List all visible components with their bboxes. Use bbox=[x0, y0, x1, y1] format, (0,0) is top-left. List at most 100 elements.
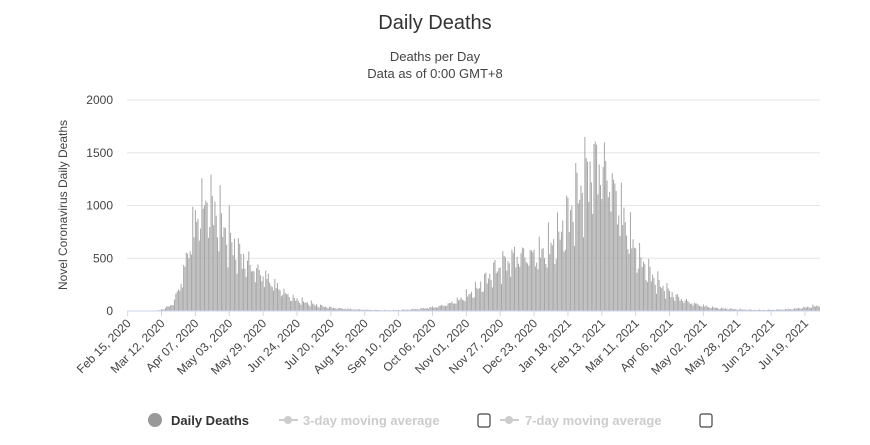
bar[interactable] bbox=[352, 309, 354, 311]
bar[interactable] bbox=[456, 297, 458, 312]
bar[interactable] bbox=[649, 266, 651, 311]
bar[interactable] bbox=[359, 309, 361, 311]
bar[interactable] bbox=[547, 222, 549, 311]
bar[interactable] bbox=[201, 178, 203, 311]
bar[interactable] bbox=[783, 309, 785, 311]
bar[interactable] bbox=[728, 309, 730, 311]
bar[interactable] bbox=[299, 302, 301, 311]
bar[interactable] bbox=[670, 297, 672, 311]
bar[interactable] bbox=[476, 287, 478, 311]
bar[interactable] bbox=[332, 308, 334, 311]
bar[interactable] bbox=[334, 308, 336, 311]
bar[interactable] bbox=[818, 306, 820, 311]
bar[interactable] bbox=[511, 249, 513, 311]
bar[interactable] bbox=[714, 307, 716, 311]
bar[interactable] bbox=[624, 222, 626, 311]
bar[interactable] bbox=[648, 258, 650, 311]
bar[interactable] bbox=[572, 221, 574, 311]
bar[interactable] bbox=[757, 309, 759, 311]
bar[interactable] bbox=[443, 305, 445, 311]
bar[interactable] bbox=[292, 294, 294, 311]
bar[interactable] bbox=[494, 259, 496, 311]
bar[interactable] bbox=[227, 267, 229, 311]
bar[interactable] bbox=[200, 228, 202, 312]
bar[interactable] bbox=[613, 179, 615, 311]
bar[interactable] bbox=[502, 251, 504, 311]
bar[interactable] bbox=[319, 304, 321, 311]
bar[interactable] bbox=[807, 306, 809, 311]
bar[interactable] bbox=[189, 251, 191, 311]
bar[interactable] bbox=[689, 303, 691, 311]
bar[interactable] bbox=[316, 304, 318, 311]
bar[interactable] bbox=[685, 298, 687, 311]
bar[interactable] bbox=[534, 266, 536, 311]
bar[interactable] bbox=[383, 309, 385, 311]
bar[interactable] bbox=[520, 253, 522, 311]
bar[interactable] bbox=[220, 213, 222, 311]
bar[interactable] bbox=[549, 254, 551, 311]
bar[interactable] bbox=[168, 306, 170, 311]
bar[interactable] bbox=[514, 246, 516, 311]
bar[interactable] bbox=[258, 269, 260, 311]
bar[interactable] bbox=[762, 309, 764, 311]
bar[interactable] bbox=[420, 308, 422, 311]
bar[interactable] bbox=[788, 309, 790, 311]
bar[interactable] bbox=[712, 306, 714, 311]
legend-item-3-day-moving-average[interactable]: 3-day moving average bbox=[279, 413, 491, 428]
bar[interactable] bbox=[310, 300, 312, 311]
bar[interactable] bbox=[460, 297, 462, 311]
bar[interactable] bbox=[545, 263, 547, 311]
bar[interactable] bbox=[187, 253, 189, 311]
bar[interactable] bbox=[262, 276, 264, 312]
bar[interactable] bbox=[566, 195, 568, 311]
bar[interactable] bbox=[557, 212, 559, 311]
bar[interactable] bbox=[627, 249, 629, 311]
legend-7-day-checkbox[interactable] bbox=[699, 413, 713, 428]
bar[interactable] bbox=[437, 307, 439, 311]
bar[interactable] bbox=[792, 309, 794, 311]
bar[interactable] bbox=[705, 305, 707, 311]
bar[interactable] bbox=[378, 309, 380, 311]
bar[interactable] bbox=[805, 307, 807, 311]
bar[interactable] bbox=[278, 289, 280, 311]
bar[interactable] bbox=[527, 263, 529, 311]
bar[interactable] bbox=[519, 266, 521, 311]
bar[interactable] bbox=[537, 269, 539, 311]
bar[interactable] bbox=[392, 309, 394, 311]
bar[interactable] bbox=[607, 197, 609, 311]
bar[interactable] bbox=[629, 212, 631, 311]
bar[interactable] bbox=[404, 309, 406, 311]
bar[interactable] bbox=[340, 308, 342, 311]
bar[interactable] bbox=[730, 308, 732, 311]
bar[interactable] bbox=[609, 191, 611, 311]
bar[interactable] bbox=[721, 307, 723, 311]
bar[interactable] bbox=[530, 250, 532, 311]
bar[interactable] bbox=[521, 247, 523, 311]
bar[interactable] bbox=[170, 305, 172, 311]
bar[interactable] bbox=[790, 309, 792, 311]
bar[interactable] bbox=[345, 309, 347, 311]
bar[interactable] bbox=[263, 287, 265, 311]
bar[interactable] bbox=[558, 231, 560, 311]
bar[interactable] bbox=[455, 303, 457, 311]
bar[interactable] bbox=[198, 240, 200, 311]
bar[interactable] bbox=[267, 273, 269, 311]
bar[interactable] bbox=[735, 309, 737, 311]
bar[interactable] bbox=[740, 309, 742, 311]
bar[interactable] bbox=[192, 206, 194, 311]
bar[interactable] bbox=[508, 263, 510, 311]
bar[interactable] bbox=[416, 309, 418, 311]
bar[interactable] bbox=[799, 308, 801, 311]
bar[interactable] bbox=[744, 309, 746, 311]
bar[interactable] bbox=[631, 248, 633, 311]
bar[interactable] bbox=[571, 205, 573, 311]
bar[interactable] bbox=[415, 309, 417, 311]
bar[interactable] bbox=[181, 287, 183, 311]
bar[interactable] bbox=[343, 309, 345, 311]
bar[interactable] bbox=[542, 248, 544, 311]
bar[interactable] bbox=[204, 205, 206, 311]
bar[interactable] bbox=[538, 236, 540, 311]
bar[interactable] bbox=[611, 173, 613, 311]
bar[interactable] bbox=[286, 294, 288, 311]
bar[interactable] bbox=[309, 306, 311, 311]
